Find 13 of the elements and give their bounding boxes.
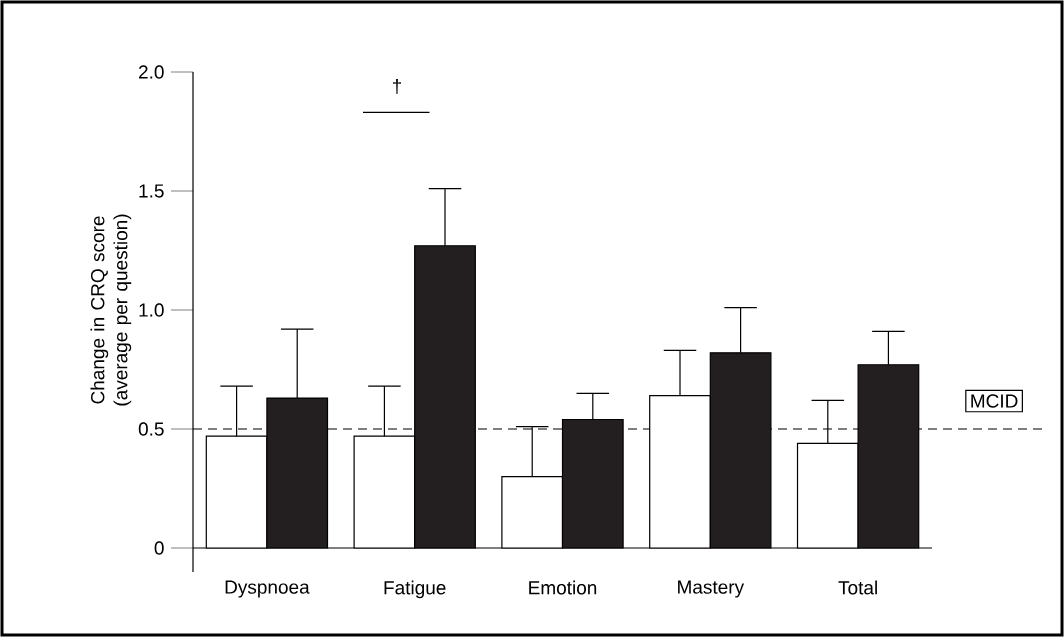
x-tick-label: Fatigue (384, 580, 446, 599)
x-tick-label: Emotion (529, 580, 597, 595)
annotation: † (392, 78, 401, 95)
x-tick-label: Dyspnoea (225, 580, 310, 598)
y-tick-label: 1.5 (139, 184, 164, 198)
ref-line-label: MCID (971, 394, 1018, 408)
y-tick-label: 0.5 (138, 422, 164, 436)
x-tick-label: Total (838, 580, 877, 595)
y-tick-label: 0 (154, 541, 164, 555)
y-tick-label: 2.0 (139, 65, 164, 79)
y-tick-label: 1.0 (139, 303, 164, 317)
x-tick-label: Mastery (678, 580, 745, 598)
y-axis-title: Change in CRQ score (average per question) (90, 214, 132, 406)
